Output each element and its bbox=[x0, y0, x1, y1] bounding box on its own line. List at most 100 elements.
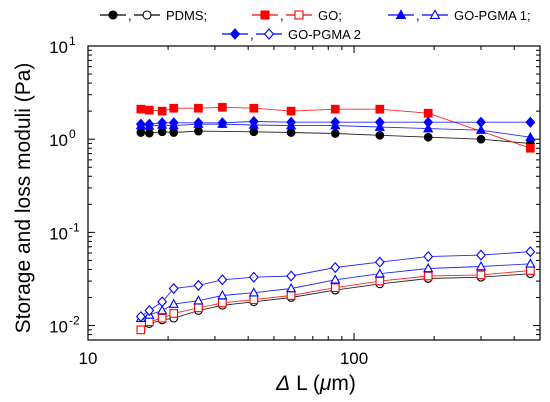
data-point bbox=[144, 304, 155, 317]
data-point bbox=[144, 105, 154, 115]
plot-frame bbox=[87, 45, 541, 341]
data-point bbox=[525, 246, 536, 258]
x-axis-label-unit: m) bbox=[331, 372, 356, 395]
legend-separator: , bbox=[416, 8, 420, 23]
data-point bbox=[475, 124, 487, 134]
data-point bbox=[375, 130, 385, 140]
x-axis-label-mu: μ bbox=[319, 372, 332, 395]
data-point bbox=[218, 102, 227, 112]
data-point bbox=[194, 303, 203, 313]
x-axis: 10 100 bbox=[79, 46, 541, 368]
legend-marker-open bbox=[429, 9, 441, 19]
data-point bbox=[168, 282, 179, 295]
y-tick-label: 10 bbox=[49, 131, 68, 150]
data-point bbox=[157, 117, 168, 129]
legend-marker-open bbox=[263, 28, 275, 40]
data-point bbox=[525, 258, 536, 268]
legend-separator: , bbox=[280, 8, 284, 23]
data-point bbox=[423, 123, 434, 133]
data-point bbox=[135, 118, 146, 130]
legend-separator: , bbox=[128, 8, 132, 23]
data-point bbox=[249, 103, 259, 113]
data-point bbox=[476, 134, 486, 144]
data-point bbox=[157, 305, 168, 315]
legend-marker-filled bbox=[395, 9, 407, 19]
data-point bbox=[218, 298, 227, 308]
plot-area bbox=[135, 102, 536, 335]
plot-border bbox=[87, 45, 541, 341]
data-point bbox=[375, 104, 385, 114]
data-point bbox=[330, 104, 340, 114]
data-point bbox=[217, 117, 228, 129]
data-point bbox=[286, 106, 296, 116]
y-tick-exponent: -2 bbox=[69, 314, 80, 328]
data-point bbox=[157, 296, 168, 308]
series-3 bbox=[136, 266, 535, 335]
data-point bbox=[157, 106, 167, 116]
data-point bbox=[248, 115, 259, 128]
y-tick-label: 10 bbox=[49, 38, 68, 57]
data-point bbox=[526, 143, 535, 153]
y-tick-label: 10 bbox=[49, 224, 68, 243]
data-point bbox=[217, 290, 228, 300]
data-point bbox=[157, 313, 167, 323]
data-point bbox=[169, 309, 179, 318]
x-axis-label-letter: L ( bbox=[290, 372, 320, 395]
data-point bbox=[476, 116, 486, 128]
legend-marker-filled bbox=[229, 28, 241, 40]
data-point bbox=[423, 132, 433, 142]
data-point bbox=[286, 291, 296, 300]
data-point bbox=[330, 283, 340, 293]
data-point bbox=[330, 261, 341, 274]
data-point bbox=[423, 250, 434, 263]
legend-marker-open bbox=[294, 10, 304, 20]
legend-marker-filled bbox=[108, 10, 118, 20]
data-point bbox=[169, 103, 179, 113]
data-point bbox=[169, 128, 179, 137]
legend-separator: , bbox=[250, 27, 254, 42]
data-point bbox=[285, 282, 297, 293]
data-point bbox=[248, 287, 259, 297]
data-point bbox=[248, 271, 259, 283]
data-point bbox=[374, 268, 385, 278]
data-point bbox=[330, 116, 341, 128]
data-point bbox=[136, 128, 146, 137]
data-point bbox=[168, 298, 179, 308]
x-tick-label: 100 bbox=[340, 349, 368, 368]
x-axis-label-delta: Δ bbox=[275, 372, 290, 395]
data-point bbox=[286, 116, 297, 128]
data-point bbox=[144, 118, 155, 130]
data-point bbox=[526, 266, 535, 275]
data-point bbox=[423, 108, 433, 118]
data-point bbox=[193, 295, 204, 305]
x-axis-label: Δ L (μm) bbox=[275, 372, 356, 395]
data-point bbox=[286, 270, 297, 282]
data-point bbox=[249, 127, 259, 137]
data-point bbox=[330, 129, 340, 138]
data-point bbox=[525, 116, 536, 128]
series-0 bbox=[136, 126, 535, 148]
legend-label: PDMS; bbox=[166, 8, 207, 23]
data-point bbox=[194, 126, 203, 136]
legend-marker-open bbox=[142, 10, 152, 20]
data-point bbox=[217, 274, 228, 286]
data-point bbox=[136, 104, 146, 114]
data-point bbox=[374, 256, 385, 268]
data-point bbox=[423, 262, 434, 273]
data-point bbox=[423, 271, 433, 281]
data-point bbox=[525, 131, 536, 141]
legend-entry-1-0: , GO-PGMA 2 bbox=[222, 27, 361, 42]
data-point bbox=[249, 295, 259, 304]
legend-entry-0-2: , GO-PGMA 1; bbox=[388, 8, 531, 23]
data-point bbox=[330, 274, 341, 284]
legend: , PDMS;, GO;, GO-PGMA 1;, GO-PGMA 2 bbox=[100, 8, 531, 42]
data-point bbox=[476, 249, 486, 261]
data-point bbox=[144, 128, 154, 138]
legend-entry-0-0: , PDMS; bbox=[100, 8, 207, 23]
data-point bbox=[475, 261, 487, 271]
legend-marker-filled bbox=[260, 10, 270, 20]
data-point bbox=[135, 310, 146, 323]
data-point bbox=[193, 117, 204, 129]
